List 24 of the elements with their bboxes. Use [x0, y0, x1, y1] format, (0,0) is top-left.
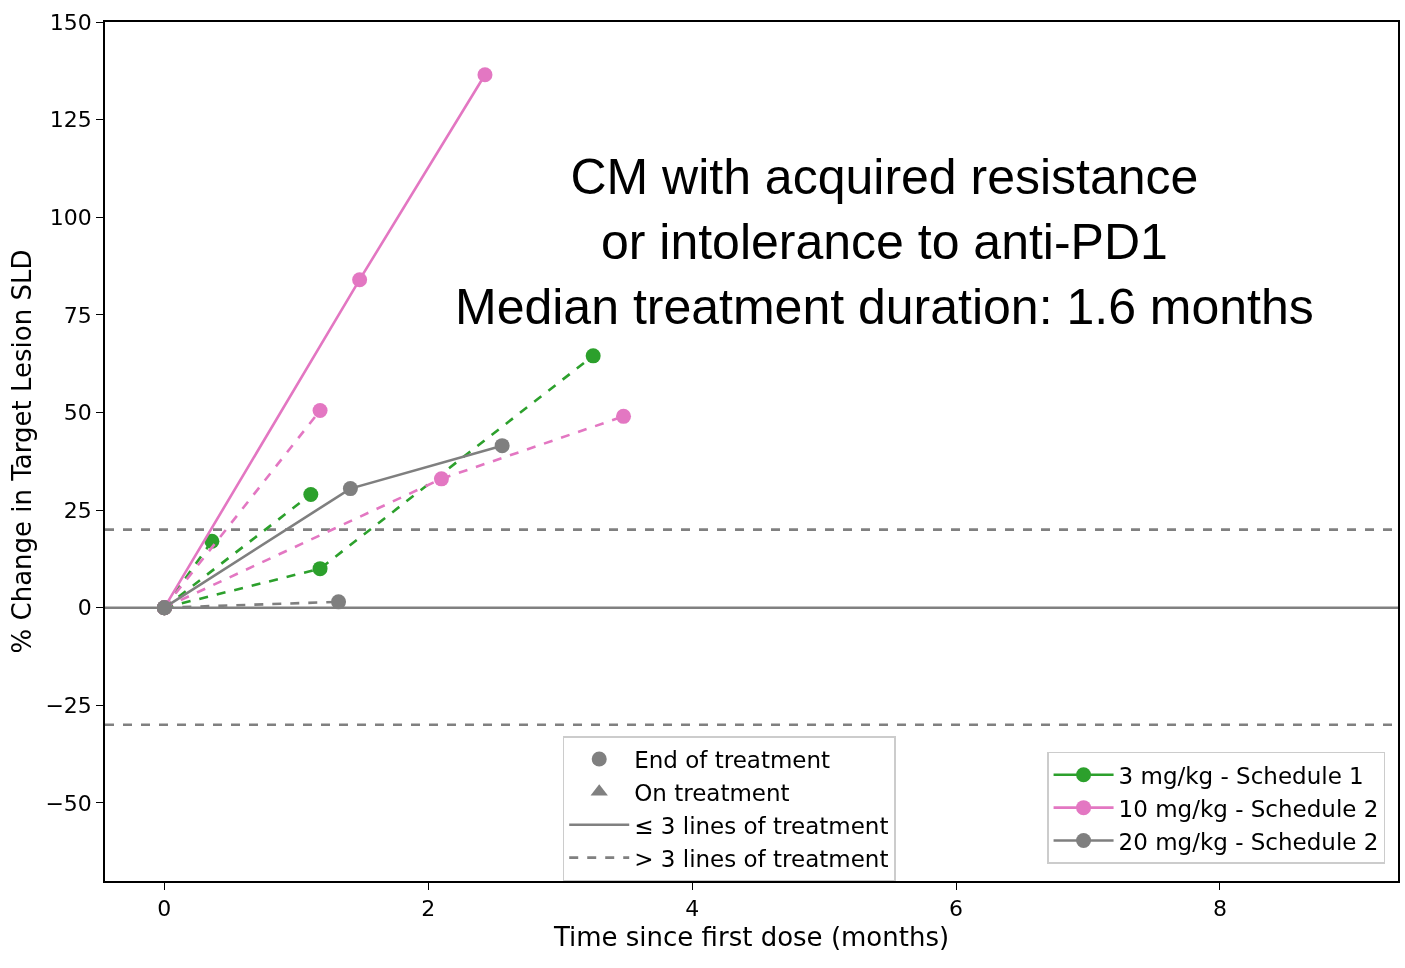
y-tick-label: 125: [49, 107, 92, 133]
annotation: CM with acquired resistance or intolerance to anti-PD1 Median treatment duration: 1.6 months: [455, 149, 1314, 335]
x-tick-label: 0: [157, 896, 172, 922]
legend-label: 10 mg/kg - Schedule 2: [1118, 795, 1379, 822]
legend-label: > 3 lines of treatment: [634, 845, 889, 872]
x-tick-label: 8: [1212, 896, 1227, 922]
y-tick-label: −50: [45, 790, 92, 816]
legend-label: End of treatment: [634, 746, 831, 773]
y-tick-label: 150: [49, 9, 92, 35]
y-tick-label: 0: [77, 595, 92, 621]
legend-label: 20 mg/kg - Schedule 2: [1118, 828, 1379, 855]
x-tick-label: 6: [949, 896, 964, 922]
x-tick-label: 2: [421, 896, 436, 922]
x-axis-title: Time since first dose (months): [552, 922, 950, 953]
legend-label: ≤ 3 lines of treatment: [634, 812, 889, 839]
legend-label: On treatment: [634, 779, 790, 806]
y-tick-label: 50: [63, 400, 92, 426]
y-tick-label: 100: [49, 204, 92, 230]
x-tick-label: 4: [685, 896, 700, 922]
y-tick-label: 75: [63, 302, 92, 328]
y-axis-title: % Change in Target Lesion SLD: [7, 249, 38, 654]
y-tick-label: −25: [45, 693, 92, 718]
legend-label: 3 mg/kg - Schedule 1: [1118, 762, 1364, 789]
y-tick-label: 25: [63, 497, 92, 523]
